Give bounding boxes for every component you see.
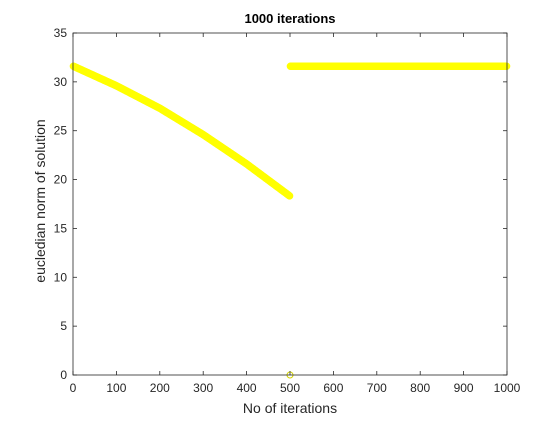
x-tick-label: 1000 [494,381,521,395]
x-tick-label: 100 [106,381,126,395]
plot-area [73,33,507,375]
data-points [69,62,511,379]
x-tick-label: 300 [193,381,213,395]
y-axis-label: eucledian norm of solution [32,119,48,282]
x-axis: 0 100 200 300 400 500 600 700 800 900 1000 [70,33,521,395]
chart-title: 1000 iterations [244,11,335,26]
data-point [502,62,511,70]
y-tick-label: 0 [60,368,67,382]
x-tick-label: 700 [367,381,387,395]
y-tick-label: 15 [54,221,68,235]
y-tick-label: 25 [54,124,68,138]
y-tick-label: 20 [54,173,68,187]
y-tick-label: 35 [54,26,68,40]
x-axis-label: No of iterations [243,400,337,416]
x-tick-label: 800 [410,381,430,395]
x-tick-label: 600 [323,381,343,395]
y-tick-label: 5 [60,319,67,333]
y-axis: 0 5 10 15 20 25 30 35 [54,26,507,382]
y-tick-label: 30 [54,75,68,89]
y-tick-label: 10 [54,270,68,284]
x-tick-label: 200 [150,381,170,395]
x-tick-label: 400 [237,381,257,395]
x-tick-label: 0 [70,381,77,395]
x-tick-label: 900 [454,381,474,395]
data-point [285,192,294,200]
x-tick-label: 500 [280,381,300,395]
